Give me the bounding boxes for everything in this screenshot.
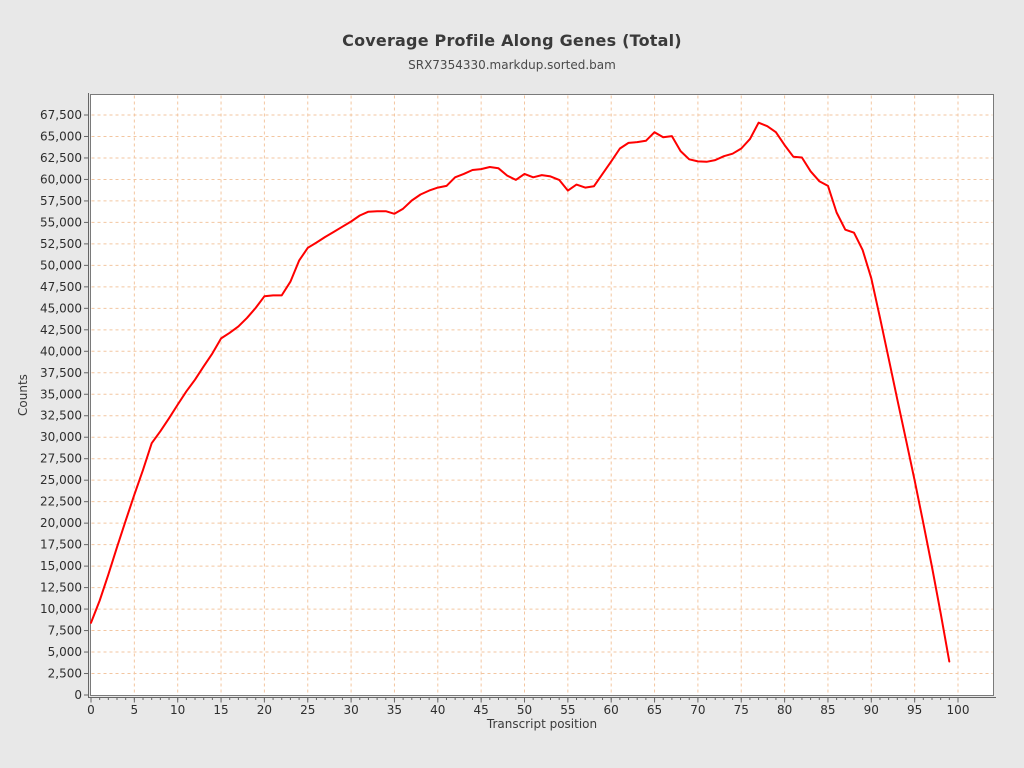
x-tick-label: 35 <box>387 703 402 717</box>
chart-title: Coverage Profile Along Genes (Total) <box>342 31 682 50</box>
x-tick-label: 25 <box>300 703 315 717</box>
y-tick-label: 32,500 <box>40 409 82 423</box>
x-tick-label: 90 <box>864 703 879 717</box>
gridlines <box>91 95 993 695</box>
y-tick-label: 65,000 <box>40 129 82 143</box>
x-axis-title: Transcript position <box>486 717 597 731</box>
plot-area <box>90 94 994 696</box>
x-tick-label: 85 <box>820 703 835 717</box>
chart-subtitle: SRX7354330.markdup.sorted.bam <box>408 58 616 72</box>
coverage-line <box>90 121 951 663</box>
y-tick-label: 67,500 <box>40 108 82 122</box>
y-tick-label: 10,000 <box>40 602 82 616</box>
x-tick-label: 55 <box>560 703 575 717</box>
y-tick-label: 37,500 <box>40 366 82 380</box>
y-tick-label: 7,500 <box>48 624 82 638</box>
y-tick-label: 0 <box>74 688 82 702</box>
y-tick-label: 40,000 <box>40 344 82 358</box>
y-tick-label: 17,500 <box>40 538 82 552</box>
y-tick-label: 45,000 <box>40 301 82 315</box>
x-tick-label: 0 <box>87 703 95 717</box>
x-tick-label: 40 <box>430 703 445 717</box>
x-tick-label: 10 <box>170 703 185 717</box>
y-tick-label: 57,500 <box>40 194 82 208</box>
x-tick-label: 80 <box>777 703 792 717</box>
y-tick-label: 5,000 <box>48 645 82 659</box>
x-tick-label: 5 <box>131 703 139 717</box>
y-tick-label: 12,500 <box>40 581 82 595</box>
x-tick-label: 65 <box>647 703 662 717</box>
y-tick-label: 20,000 <box>40 516 82 530</box>
y-tick-label: 2,500 <box>48 667 82 681</box>
y-tick-label: 55,000 <box>40 215 82 229</box>
y-tick-label: 35,000 <box>40 387 82 401</box>
y-tick-labels: 0 2,500 5,000 7,500 10,000 12,500 15,000 17,500… <box>40 108 82 702</box>
y-tick-label: 27,500 <box>40 452 82 466</box>
y-tick-label: 25,000 <box>40 473 82 487</box>
x-tick-label: 45 <box>474 703 489 717</box>
x-tick-label: 30 <box>343 703 358 717</box>
y-tick-label: 52,500 <box>40 237 82 251</box>
y-tick-label: 42,500 <box>40 323 82 337</box>
y-tick-label: 62,500 <box>40 151 82 165</box>
y-tick-label: 30,000 <box>40 430 82 444</box>
x-tick-label: 20 <box>257 703 272 717</box>
axis-ticks <box>84 114 959 703</box>
y-tick-label: 22,500 <box>40 495 82 509</box>
x-tick-label: 50 <box>517 703 532 717</box>
y-axis-title: Counts <box>16 374 30 416</box>
x-tick-label: 95 <box>907 703 922 717</box>
y-tick-label: 60,000 <box>40 172 82 186</box>
x-tick-label: 100 <box>947 703 970 717</box>
y-tick-label: 50,000 <box>40 258 82 272</box>
x-tick-label: 60 <box>604 703 619 717</box>
x-tick-label: 70 <box>690 703 705 717</box>
x-tick-label: 15 <box>213 703 228 717</box>
y-tick-label: 47,500 <box>40 280 82 294</box>
y-tick-label: 15,000 <box>40 559 82 573</box>
x-tick-label: 75 <box>734 703 749 717</box>
x-tick-labels: 0 5 10 15 20 25 30 35 40 45 50 55 60 65 70 75 80 85 90 95 10… <box>87 703 969 717</box>
